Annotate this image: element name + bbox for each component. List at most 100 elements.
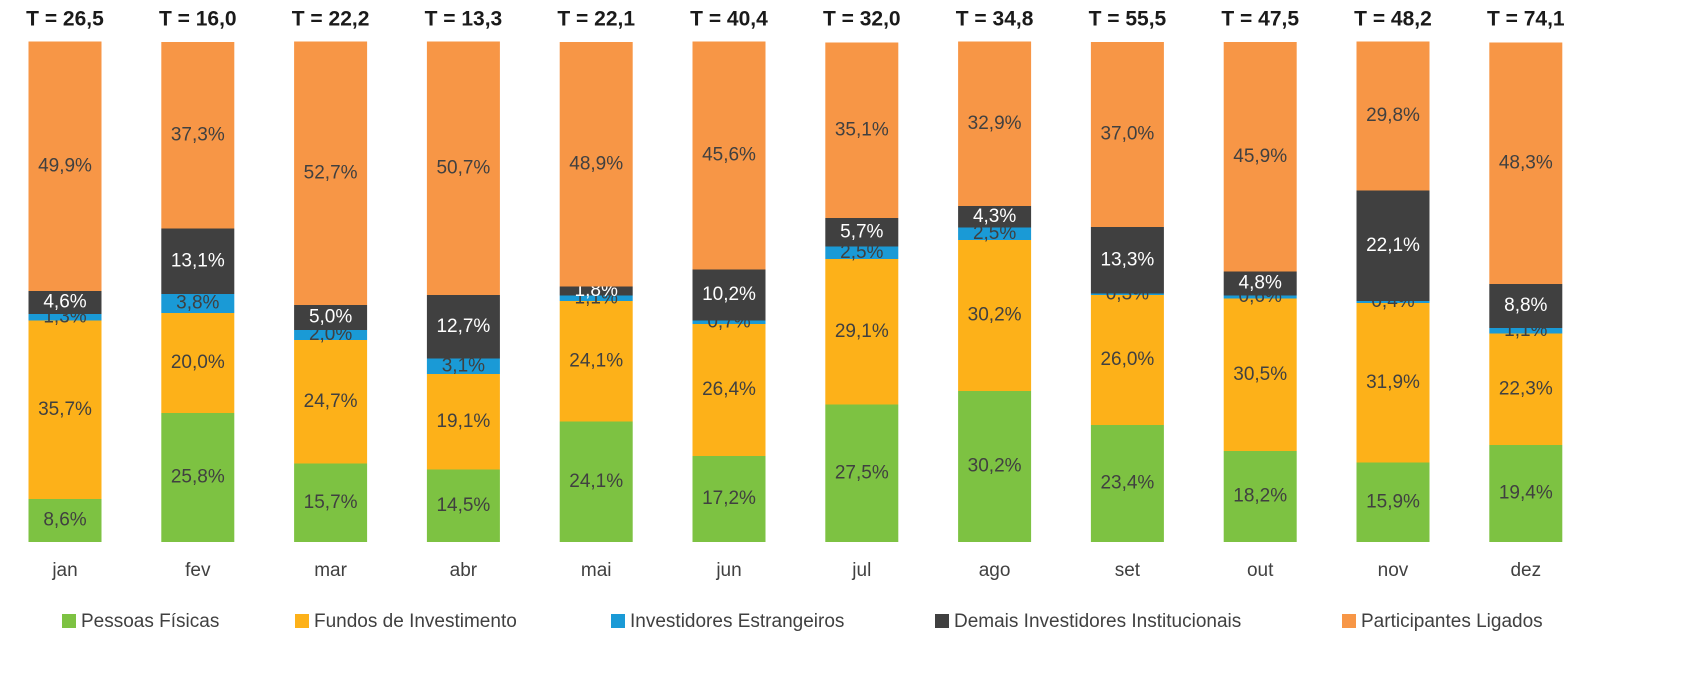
bar-segment [825,42,899,218]
data-label: 45,9% [1233,146,1287,167]
bar-segment [294,41,368,305]
x-tick-label: jan [51,560,77,581]
legend-label: Pessoas Físicas [81,611,219,632]
bar-segment [1356,462,1430,542]
bar-segment [692,41,766,270]
total-label: T = 13,3 [425,8,503,31]
data-label: 23,4% [1100,473,1154,494]
data-label: 31,9% [1366,372,1420,393]
data-label: 4,3% [973,206,1016,227]
legend-swatch [62,614,76,628]
data-label: 12,7% [436,316,490,337]
data-label: 48,9% [569,153,623,174]
bar-segment [161,313,235,413]
data-label: 32,9% [968,113,1022,134]
bar-segment [1489,328,1563,334]
bar-segment [28,320,102,499]
total-label: T = 55,5 [1089,8,1167,31]
legend-swatch [611,614,625,628]
bar-segment [958,206,1032,228]
bar-segment [559,421,633,542]
bar-segment [294,340,368,464]
data-label: 29,1% [835,321,889,342]
data-label: 20,0% [171,352,225,373]
data-label: 37,3% [171,124,225,145]
data-label: 13,1% [171,250,225,271]
data-label: 5,7% [840,221,883,242]
data-label: 4,6% [43,292,86,313]
data-label: 35,7% [38,399,92,420]
bar-segment [28,499,102,542]
data-label: 27,5% [835,462,889,483]
total-label: T = 32,0 [823,8,901,31]
data-label: 45,6% [702,145,756,166]
bar-segment [1223,451,1297,542]
data-label: 48,3% [1499,152,1553,173]
total-label: T = 16,0 [159,8,237,31]
bar-segment [1090,293,1164,295]
data-label: 30,2% [968,456,1022,477]
data-label: 3,8% [176,293,219,314]
data-label: 18,2% [1233,486,1287,507]
bar-segment [1356,301,1430,303]
data-label: 35,1% [835,119,889,140]
total-label: T = 34,8 [956,8,1034,31]
bar-segment [28,314,102,321]
data-label: 50,7% [436,157,490,178]
bar-segment [692,269,766,321]
total-label: T = 47,5 [1221,8,1299,31]
bar-segment [294,463,368,542]
x-tick-label: ago [979,560,1011,581]
bar-segment [1356,41,1430,191]
bar-segment [161,294,235,313]
data-label: 15,9% [1366,491,1420,512]
legend-label: Fundos de Investimento [314,611,517,632]
bar-segment [1223,42,1297,272]
bar-segment [825,246,899,259]
bar-segment [958,391,1032,542]
bar-segment [958,227,1032,240]
bar-segment [28,291,102,314]
legend-label: Investidores Estrangeiros [630,611,844,632]
bar-segment [294,330,368,340]
data-label: 52,7% [304,162,358,183]
bar-segment [1489,333,1563,445]
bar-segment [426,358,500,374]
data-label: 4,8% [1239,273,1282,294]
bar-segment [1090,425,1164,542]
data-label: 5,0% [309,307,352,328]
data-label: 8,8% [1504,295,1547,316]
data-label: 2,5% [840,242,883,263]
x-tick-label: dez [1510,560,1541,581]
data-label: 26,4% [702,379,756,400]
data-label: 17,2% [702,488,756,509]
data-label: 26,0% [1100,349,1154,370]
bar-segment [1223,295,1297,299]
data-label: 3,1% [442,355,485,376]
total-label: T = 74,1 [1487,8,1565,31]
data-label: 30,5% [1233,364,1287,385]
data-label: 29,8% [1366,105,1420,126]
data-label: 24,1% [569,350,623,371]
bar-segment [1489,42,1563,284]
legend-swatch [935,614,949,628]
bar-segment [692,320,766,324]
bar-segment [958,41,1032,206]
total-label: T = 22,2 [292,8,370,31]
x-tick-label: set [1115,560,1141,581]
x-tick-label: jun [715,560,741,581]
bar-segment [1223,271,1297,296]
bar-segment [1090,227,1164,294]
legend-label: Demais Investidores Institucionais [954,611,1241,632]
total-label: T = 48,2 [1354,8,1432,31]
bar-segment [426,469,500,542]
data-label: 19,4% [1499,483,1553,504]
bar-segment [692,456,766,542]
bar-segment [294,305,368,330]
total-label: T = 22,1 [557,8,635,31]
bar-segment [1090,295,1164,425]
data-label: 24,1% [569,471,623,492]
bar-segment [1223,298,1297,451]
data-label: 2,5% [973,223,1016,244]
data-label: 10,2% [702,284,756,305]
